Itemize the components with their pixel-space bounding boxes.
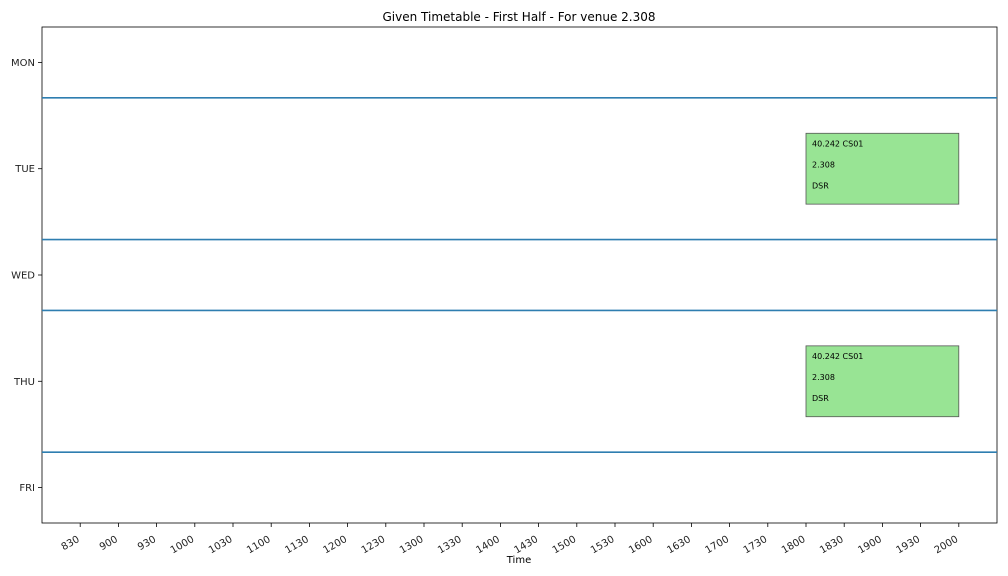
- y-tick-label: FRI: [19, 483, 35, 494]
- x-tick-label: 1430: [513, 534, 541, 556]
- event-venue-label: 2.308: [812, 373, 835, 382]
- x-tick-label: 1300: [398, 534, 426, 556]
- y-axis: MON TUE WED THU FRI: [11, 58, 42, 494]
- event-type-label: DSR: [812, 394, 829, 403]
- x-tick-label: 930: [136, 534, 158, 553]
- event-venue-label: 2.308: [812, 160, 835, 169]
- event-rect: [805, 132, 960, 205]
- x-tick-label: 1130: [283, 534, 311, 556]
- event-rect: [805, 345, 960, 418]
- x-tick-label: 2000: [933, 534, 961, 556]
- x-tick-label: 1700: [704, 534, 732, 556]
- event-course-label: 40.242 CS01: [812, 139, 863, 148]
- x-tick-label: 830: [60, 534, 82, 553]
- x-tick-label: 1100: [245, 534, 273, 556]
- x-tick-label: 1200: [322, 534, 350, 556]
- x-axis: 830 900 930 1000 1030 1100 1130 1200 1230 1300 133…: [60, 523, 961, 556]
- x-tick-label: 1800: [780, 534, 808, 556]
- event-type-label: DSR: [812, 181, 829, 190]
- y-tick-label: WED: [11, 271, 35, 282]
- plot-area: [41, 26, 998, 524]
- day-separators: [42, 97, 997, 453]
- x-tick-label: 1900: [856, 534, 884, 556]
- x-tick-label: 1000: [169, 534, 197, 556]
- event-block: 40.242 CS01 2.308 DSR: [805, 132, 960, 205]
- x-tick-label: 1630: [665, 534, 693, 556]
- x-tick-label: 1030: [207, 534, 235, 556]
- event-block: 40.242 CS01 2.308 DSR: [805, 345, 960, 418]
- x-tick-label: 900: [98, 534, 120, 553]
- event-blocks: 40.242 CS01 2.308 DSR 40.242 CS01 2.308 DSR: [805, 132, 960, 418]
- y-tick-label: TUE: [14, 164, 35, 175]
- chart-title: Given Timetable - First Half - For venue…: [382, 10, 655, 24]
- y-tick-label: THU: [13, 377, 35, 388]
- y-tick-label: MON: [11, 58, 35, 69]
- x-tick-label: 1530: [589, 534, 617, 556]
- x-tick-label: 1730: [742, 534, 770, 556]
- x-tick-label: 1400: [474, 534, 502, 556]
- x-tick-label: 1500: [551, 534, 579, 556]
- x-tick-label: 1230: [360, 534, 388, 556]
- x-axis-label: Time: [506, 555, 531, 566]
- x-tick-label: 1600: [627, 534, 655, 556]
- x-tick-label: 1330: [436, 534, 464, 556]
- event-course-label: 40.242 CS01: [812, 352, 863, 361]
- x-tick-label: 1930: [895, 534, 923, 556]
- x-tick-label: 1830: [818, 534, 846, 556]
